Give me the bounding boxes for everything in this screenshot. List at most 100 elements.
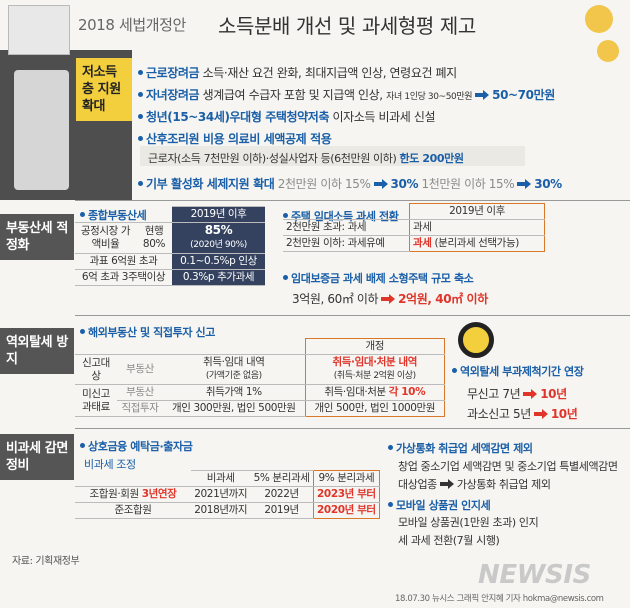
heading: 모바일 상품권 인지세 bbox=[388, 497, 491, 513]
after: 50~70만원 bbox=[492, 88, 555, 102]
before: 1천만원 이하 15% bbox=[421, 177, 515, 191]
value: 취득·임대·처분 bbox=[324, 386, 386, 398]
before: 무신고 7년 bbox=[467, 387, 521, 401]
item: 기부 활성화 세제지원 확대 2천만원 이하 15% 30% 1천만원 이하 15… bbox=[138, 175, 562, 192]
heading-text: 가상통화 취급업 세액감면 제외 bbox=[396, 442, 533, 455]
cell: 부동산 bbox=[117, 384, 163, 401]
col-header: 비과세 bbox=[191, 470, 251, 487]
divider bbox=[75, 315, 630, 316]
note: (분리과세 선택가능) bbox=[434, 237, 519, 249]
cell: 0.3%p 추가과세 bbox=[172, 269, 265, 286]
value: 과세 bbox=[413, 237, 432, 249]
value: 취득·임대 내역 bbox=[203, 356, 265, 368]
coin bbox=[597, 40, 619, 62]
heading: 임대보증금 과세 배제 소형주택 규모 축소 bbox=[283, 270, 474, 286]
value: 각 10% bbox=[388, 386, 426, 398]
table: 비과세 5% 분리과세 9% 분리과세 조합원·회원 3년연장 2021년까지 2022… bbox=[75, 470, 381, 519]
value: 조합원·회원 bbox=[89, 488, 140, 500]
divider bbox=[75, 200, 630, 201]
cell: 조합원·회원 3년연장 bbox=[75, 486, 191, 503]
cell: 현행 80% bbox=[136, 222, 172, 254]
cell: 2019년 bbox=[250, 502, 314, 519]
before: 2천만원 이하 15% bbox=[277, 177, 371, 191]
cell: 2021년까지 bbox=[191, 486, 251, 503]
note: (2020년 90%) bbox=[190, 240, 247, 250]
item: 근로장려금 소득·재산 요건 완화, 최대지급액 인상, 연령요건 폐지 bbox=[138, 64, 457, 81]
col-header: 9% 분리과세 bbox=[312, 470, 381, 487]
heading: 역외탈세 부과제척기간 연장 bbox=[452, 363, 584, 379]
arrow bbox=[439, 479, 454, 489]
cell: 6억 초과 3주택이상 bbox=[75, 269, 172, 286]
item-title: 청년(15~34세)우대형 주택청약저축 bbox=[146, 110, 330, 124]
col-header: 개정 bbox=[304, 338, 446, 355]
heading: 종합부동산세 bbox=[80, 207, 147, 223]
title-prefix: 2018 세법개정안 bbox=[78, 16, 186, 34]
cell: 2023년 부터 bbox=[312, 486, 381, 503]
calculator-icon bbox=[14, 70, 69, 190]
value: 취득·임대·처분 내역 bbox=[332, 356, 418, 368]
item-text: 생계급여 수급자 포함 및 지급액 인상, bbox=[202, 88, 383, 102]
item-text: 소득·재산 요건 완화, 최대지급액 인상, 연령요건 폐지 bbox=[202, 66, 458, 80]
item-title: 자녀장려금 bbox=[146, 88, 200, 102]
cell: 2022년 bbox=[250, 486, 314, 503]
value: 3년연장 bbox=[141, 488, 177, 500]
item-title: 근로장려금 bbox=[146, 66, 200, 80]
table: 2019년 이후 공정시장 가액비율 현행 80% 85% (2020년 90%) 과… bbox=[75, 206, 265, 286]
cell: 85% (2020년 90%) bbox=[172, 222, 265, 254]
value: 85% bbox=[204, 223, 233, 237]
result: 가상통화 취급업 제외 bbox=[456, 478, 551, 491]
before: 자녀 1인당 30~50만원 bbox=[386, 92, 473, 102]
cell: 준조합원 bbox=[75, 502, 191, 519]
item: 자녀장려금 생계급여 수급자 포함 및 지급액 인상, 자녀 1인당 30~50… bbox=[138, 86, 555, 103]
divider bbox=[75, 428, 630, 429]
cell: 2018년까지 bbox=[191, 502, 251, 519]
arrow bbox=[533, 409, 548, 419]
item: 산후조리원 비용 의료비 세액공제 적용 bbox=[138, 130, 332, 147]
arrow bbox=[475, 90, 490, 100]
cell: 과세 bbox=[409, 219, 545, 236]
cell: 2천만원 이하: 과세유예 bbox=[283, 235, 410, 252]
note-box bbox=[140, 146, 525, 166]
section-label: 저소득층 지원 확대 bbox=[76, 58, 132, 121]
cell: 개인 300만원, 법인 500만원 bbox=[163, 400, 306, 417]
cell: 직접투자 bbox=[117, 400, 163, 417]
cell: 0.1~0.5%p 인상 bbox=[172, 253, 265, 270]
body-text: 창업 중소기업 세액감면 및 중소기업 특별세액감면 대상업종 가상통화 취급업 … bbox=[398, 458, 618, 494]
arrow bbox=[517, 179, 532, 189]
change: 과소신고 5년 10년 bbox=[467, 405, 578, 422]
after: 10년 bbox=[540, 387, 567, 401]
subheading: 비과세 조정 bbox=[84, 458, 136, 471]
title: 소득분배 개선 및 과세형평 제고 bbox=[218, 14, 476, 38]
heading: 해외부동산 및 직접투자 신고 bbox=[80, 324, 215, 340]
note: (가액기준 없음) bbox=[205, 371, 262, 381]
item-title: 산후조리원 비용 의료비 세액공제 적용 bbox=[146, 132, 332, 146]
note: (취득·처분 2억원 이상) bbox=[333, 371, 416, 381]
item-text: 이자소득 비과세 신설 bbox=[332, 110, 436, 124]
cell: 공정시장 가액비율 bbox=[75, 222, 136, 254]
paper-icon bbox=[8, 5, 70, 55]
cell: 2020년 부터 bbox=[312, 502, 381, 519]
heading-text: 임대보증금 과세 배제 소형주택 규모 축소 bbox=[291, 272, 474, 285]
source: 자료: 기획재정부 bbox=[12, 556, 80, 567]
heading-text: 해외부동산 및 직접투자 신고 bbox=[88, 326, 215, 339]
cell: 과표 6억원 초과 bbox=[75, 253, 172, 270]
change: 3억원, 60㎡ 이하 2억원, 40㎡ 이하 bbox=[292, 290, 488, 307]
credit: 18.07.30 뉴시스 그래픽 안지혜 기자 hokma@newsis.com bbox=[395, 594, 604, 604]
after: 30% bbox=[390, 177, 419, 191]
item: 청년(15~34세)우대형 주택청약저축 이자소득 비과세 신설 bbox=[138, 108, 436, 125]
arrow bbox=[381, 294, 396, 304]
body-text: 모바일 상품권(1만원 초과) 인지세 과세 전환(7월 시행) bbox=[398, 516, 539, 547]
arrow bbox=[373, 179, 388, 189]
section-label: 부동산세 적정화 bbox=[0, 214, 74, 260]
cell: 부동산 bbox=[117, 354, 163, 385]
item-text: 근로자(소득 7천만원 이하)·성실사업자 등(6천만원 이하) bbox=[148, 152, 397, 165]
item-highlight: 한도 200만원 bbox=[399, 152, 464, 165]
item-sub: 근로자(소득 7천만원 이하)·성실사업자 등(6천만원 이하) 한도 200만… bbox=[148, 150, 464, 166]
after: 2억원, 40㎡ 이하 bbox=[398, 292, 488, 306]
coin bbox=[585, 5, 613, 33]
table: 2019년 이후 2천만원 초과: 과세 과세 2천만원 이하: 과세유예 과세 (… bbox=[283, 203, 545, 252]
col-header: 2019년 이후 bbox=[172, 206, 265, 223]
cell: 취득·임대·처분 내역 (취득·처분 2억원 이상) bbox=[304, 354, 446, 385]
